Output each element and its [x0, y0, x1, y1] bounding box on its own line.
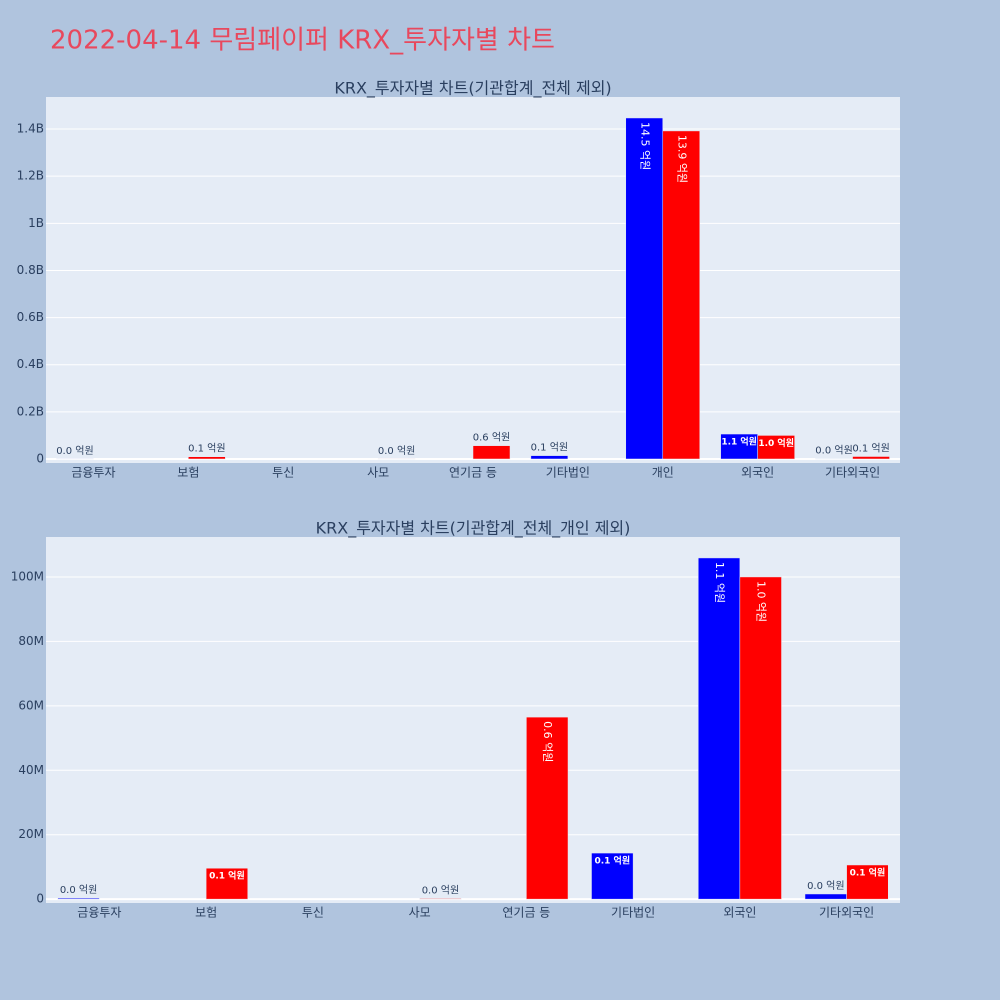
bar	[472, 445, 511, 460]
data-label: 0.6 억원	[473, 432, 510, 444]
x-tick-label: 기타외국인	[825, 466, 880, 480]
y-tick-label: 0.6B	[17, 310, 44, 324]
data-label: 0.1 억원	[209, 870, 245, 882]
y-tick-label: 80M	[18, 634, 44, 648]
data-label: 0.6 억원	[541, 721, 554, 762]
x-tick-label: 개인	[652, 466, 674, 480]
x-tick-label: 연기금 등	[502, 906, 550, 920]
bar	[757, 435, 795, 460]
data-label: 0.1 억원	[531, 442, 568, 454]
x-tick-label: 연기금 등	[449, 466, 497, 480]
y-tick-label: 1.4B	[17, 122, 44, 136]
bar	[804, 893, 847, 900]
page-title: 2022-04-14 무림페이퍼 KRX_투자자별 차트	[50, 26, 555, 56]
x-tick-label: 외국인	[741, 466, 774, 480]
y-tick-label: 1.2B	[17, 169, 44, 183]
y-tick-label: 60M	[18, 698, 44, 712]
bar	[846, 864, 889, 900]
bar	[530, 455, 569, 460]
y-tick-label: 1B	[28, 216, 44, 230]
x-tick-label: 기타법인	[546, 466, 590, 480]
bar	[662, 130, 701, 460]
y-tick-label: 0.8B	[17, 263, 44, 277]
bar	[697, 557, 741, 900]
chart-title: KRX_투자자별 차트(기관합계_전체 제외)	[334, 79, 611, 99]
x-tick-label: 금융투자	[77, 906, 121, 920]
data-label: 13.9 억원	[675, 135, 688, 183]
data-label: 0.0 억원	[378, 445, 415, 457]
data-label: 0.0 억원	[815, 445, 852, 457]
bar	[188, 456, 226, 460]
x-tick-label: 기타법인	[611, 906, 655, 920]
bar	[526, 716, 569, 900]
x-tick-label: 기타외국인	[819, 906, 874, 920]
y-tick-label: 100M	[11, 569, 44, 583]
bar	[57, 897, 100, 900]
x-tick-label: 사모	[409, 906, 431, 920]
y-tick-label: 0.2B	[17, 404, 44, 418]
data-label: 0.0 억원	[56, 445, 93, 457]
data-label: 0.1 억원	[850, 866, 886, 878]
bar	[852, 456, 890, 460]
bar	[419, 898, 462, 900]
data-label: 1.0 억원	[755, 581, 768, 622]
x-tick-label: 투신	[272, 466, 294, 480]
y-tick-label: 20M	[18, 827, 44, 841]
data-label: 0.1 억원	[188, 443, 225, 455]
y-tick-label: 40M	[18, 763, 44, 777]
x-tick-label: 보험	[177, 466, 199, 480]
x-tick-label: 사모	[367, 466, 389, 480]
plot-area	[46, 97, 900, 463]
x-tick-label: 투신	[302, 906, 324, 920]
y-tick-label: 0	[36, 892, 44, 906]
y-tick-label: 0.4B	[17, 357, 44, 371]
bar	[591, 852, 634, 900]
data-label: 1.1 억원	[721, 436, 757, 448]
bar	[205, 867, 249, 900]
bar	[625, 117, 664, 460]
data-label: 0.0 억원	[60, 884, 97, 896]
data-label: 0.0 억원	[807, 880, 844, 892]
x-tick-label: 보험	[195, 906, 217, 920]
data-label: 0.1 억원	[594, 855, 630, 867]
y-tick-label: 0	[36, 451, 44, 465]
data-label: 0.0 억원	[422, 884, 459, 896]
data-label: 1.1 억원	[713, 562, 726, 603]
bar	[739, 576, 782, 900]
x-tick-label: 금융투자	[71, 466, 115, 480]
data-label: 14.5 억원	[638, 122, 651, 170]
x-tick-label: 외국인	[723, 906, 756, 920]
chart-title: KRX_투자자별 차트(기관합계_전체_개인 제외)	[316, 519, 631, 539]
data-label: 0.1 억원	[852, 442, 889, 454]
data-label: 1.0 억원	[758, 437, 794, 449]
